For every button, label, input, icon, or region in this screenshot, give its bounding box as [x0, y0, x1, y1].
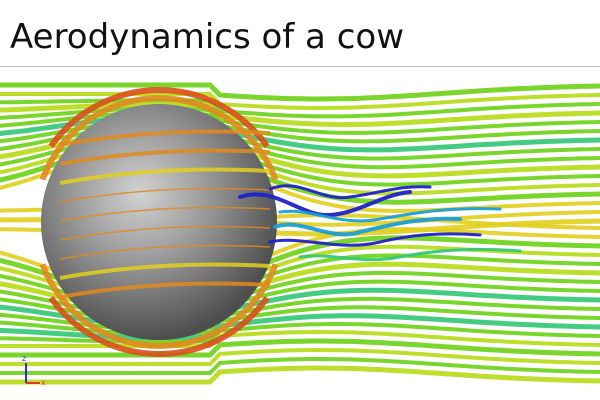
streamline: [0, 338, 600, 358]
simulation-viewport: z x: [0, 66, 600, 400]
surface-streamline: [59, 206, 271, 222]
pressure-band: [39, 95, 279, 181]
wake-streamline: [298, 247, 522, 262]
surface-streamline: [59, 281, 271, 299]
axis-triad: z x: [22, 354, 46, 387]
wake-streamline: [268, 232, 482, 247]
streamline: [0, 348, 600, 366]
sphere-object: [41, 104, 277, 340]
pressure-band: [48, 87, 270, 149]
surface-streamline: [59, 262, 271, 280]
axis-z-label: z: [22, 354, 26, 363]
streamline: [0, 287, 600, 329]
axis-x-label: x: [41, 378, 46, 387]
streamline: [0, 330, 600, 348]
streamlines-front: [39, 87, 522, 357]
surface-streamline: [59, 129, 271, 147]
streamline: [0, 322, 600, 344]
pressure-band: [39, 263, 279, 349]
streamline: [0, 82, 600, 102]
streamline: [0, 92, 600, 110]
flow-visualization: z x: [0, 82, 600, 387]
streamline: [0, 305, 600, 336]
surface-streamline: [59, 225, 271, 241]
surface-streamline: [59, 187, 271, 203]
wake-streamline: [278, 207, 502, 223]
streamline: [0, 98, 600, 119]
wake-streamline: [273, 216, 462, 237]
surface-streamline: [59, 148, 271, 166]
streamline: [0, 113, 600, 153]
wake-streamline: [268, 184, 432, 200]
page-title: Aerodynamics of a cow: [10, 17, 405, 57]
streamline: [0, 106, 600, 135]
surface-streamline: [59, 167, 271, 185]
wake-streamline: [238, 190, 412, 218]
streamline: [0, 357, 600, 375]
surface-streamline: [59, 244, 271, 260]
streamline: [0, 365, 600, 385]
pressure-band: [48, 295, 270, 357]
